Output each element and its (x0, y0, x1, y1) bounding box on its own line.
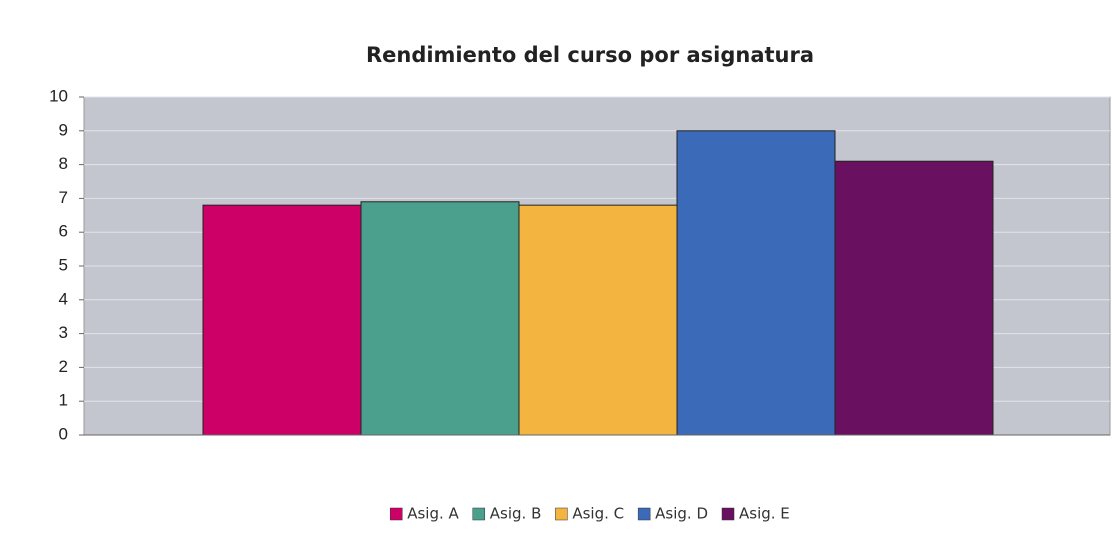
y-tick-label: 4 (59, 289, 68, 308)
bar (676, 130, 836, 436)
bar (202, 204, 362, 436)
legend-swatch (637, 507, 651, 521)
y-tick-label: 8 (59, 154, 68, 173)
bar (834, 160, 994, 436)
bar (360, 201, 520, 436)
legend-swatch (389, 507, 403, 521)
legend-label: Asig. B (490, 505, 542, 523)
legend-label: Asig. E (739, 505, 790, 523)
y-tick-label: 1 (59, 391, 68, 410)
y-tick-label: 2 (59, 357, 68, 376)
y-tick-label: 9 (59, 120, 68, 139)
legend-swatch (721, 507, 735, 521)
y-tick-label: 10 (49, 86, 68, 105)
y-tick-label: 6 (59, 222, 68, 241)
legend-swatch (472, 507, 486, 521)
y-tick-label: 3 (59, 323, 68, 342)
chart-title: Rendimiento del curso por asignatura (366, 43, 814, 67)
y-tick-label: 5 (59, 255, 68, 274)
bar (518, 204, 678, 436)
y-tick-label: 0 (59, 424, 68, 443)
y-tick-label: 7 (59, 188, 68, 207)
legend-swatch (555, 507, 568, 521)
legend-label: Asig. C (572, 505, 624, 523)
legend-label: Asig. A (407, 505, 459, 523)
legend-label: Asig. D (655, 505, 708, 523)
